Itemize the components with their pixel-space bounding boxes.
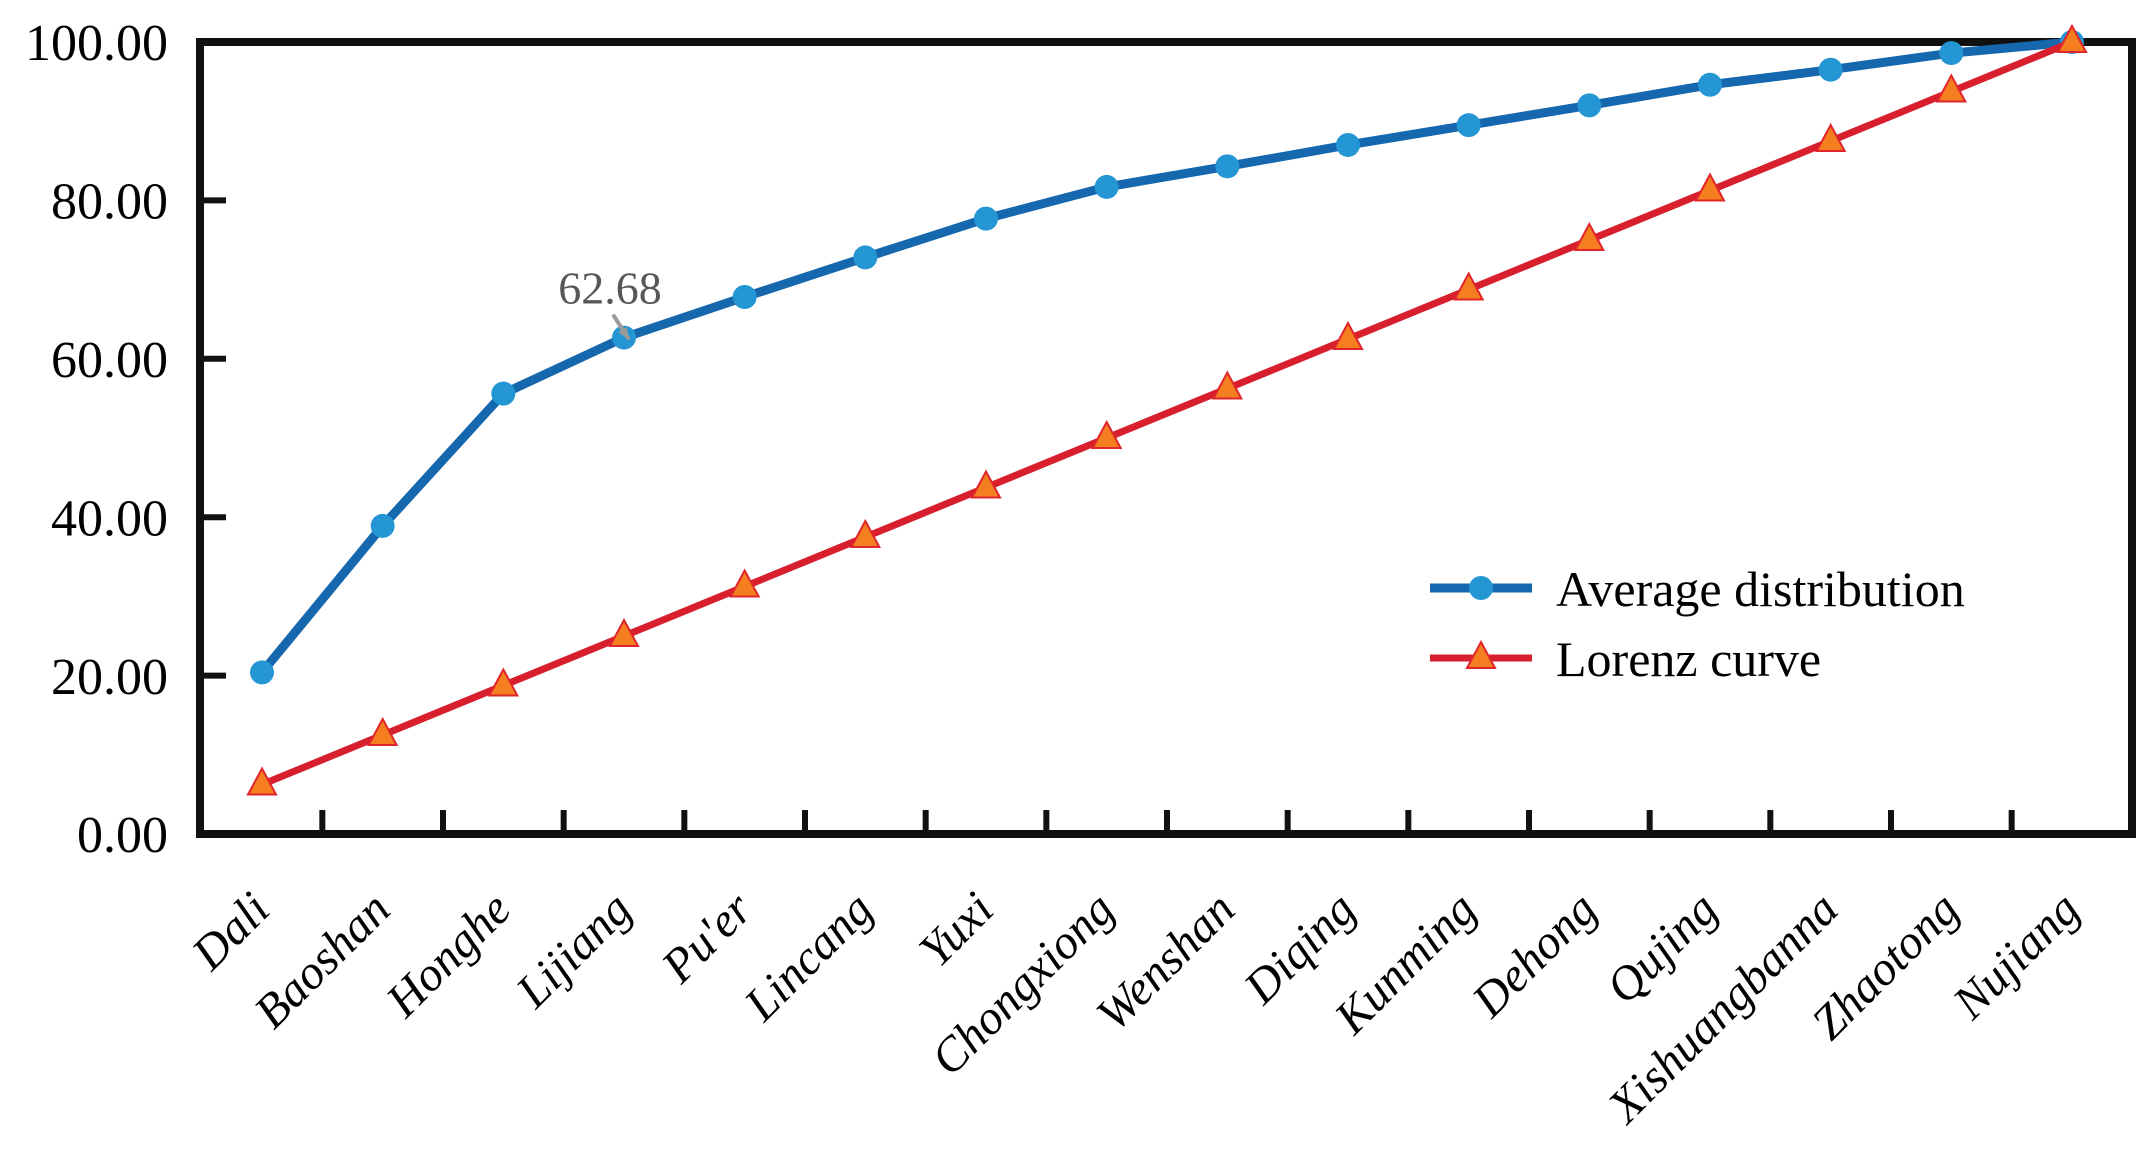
data-point-marker-nujiang xyxy=(2056,23,2088,53)
legend-triangle-icon xyxy=(1465,639,1497,669)
y-axis-tick-label: 0.00 xyxy=(77,807,168,864)
data-point-marker-kunming xyxy=(1456,113,1481,138)
data-point-marker-zhaotong xyxy=(1935,73,1968,103)
data-point-marker-pu-er xyxy=(728,568,761,598)
data-point-marker-qujing xyxy=(1698,72,1722,97)
data-point-marker-diqing xyxy=(1332,320,1364,350)
data-point-marker-lincang xyxy=(853,245,878,270)
y-axis-tick-label: 20.00 xyxy=(51,649,168,706)
series-lorenz-curve xyxy=(246,23,2088,796)
y-axis: 0.00 20.00 40.00 60.00 80.00 100.00 xyxy=(25,15,226,864)
data-point-marker-chongxiong xyxy=(1090,419,1123,449)
data-point-marker-xishuangbanna xyxy=(1814,122,1847,152)
data-point-marker-chongxiong xyxy=(1094,174,1119,199)
data-point-marker-lincang xyxy=(849,518,882,548)
data-point-marker-baoshan xyxy=(370,513,395,538)
series-line-lorenz-curve xyxy=(260,38,2074,788)
data-point-marker-yuxi xyxy=(970,469,1002,499)
data-point-marker-wenshan xyxy=(1215,154,1240,179)
data-point-marker-dali xyxy=(246,766,278,796)
y-axis-tick-label: 80.00 xyxy=(51,174,168,231)
data-point-marker-xishuangbanna xyxy=(1818,57,1843,82)
series-line-average-distribution xyxy=(258,37,2073,676)
data-point-marker-qujing xyxy=(1694,172,1726,202)
data-point-marker-wenshan xyxy=(1211,370,1244,400)
data-point-marker-dali xyxy=(250,660,274,685)
legend-item-average-distribution: Average distribution xyxy=(1430,561,1965,617)
data-point-marker-yuxi xyxy=(974,206,998,231)
data-point-marker-baoshan xyxy=(366,716,399,746)
data-point-marker-dehong xyxy=(1577,93,1602,118)
data-point-marker-lijiang xyxy=(608,617,640,647)
data-point-marker-honghe xyxy=(491,381,516,406)
y-axis-tick-label: 60.00 xyxy=(51,332,168,389)
data-point-marker-kunming xyxy=(1452,271,1485,301)
legend: Average distribution Lorenz curve xyxy=(1430,561,1965,687)
y-axis-tick-label: 40.00 xyxy=(51,490,168,547)
data-point-marker-pu-er xyxy=(732,285,757,310)
legend-label-average-distribution: Average distribution xyxy=(1556,561,1965,617)
annotation-arrowhead xyxy=(618,326,629,340)
y-axis-tick-label: 100.00 xyxy=(25,15,168,72)
legend-item-lorenz-curve: Lorenz curve xyxy=(1430,631,1821,687)
data-point-marker-honghe xyxy=(487,667,520,697)
data-point-marker-dehong xyxy=(1573,221,1606,251)
annotation-text: 62.68 xyxy=(558,263,662,314)
legend-circle-icon xyxy=(1469,576,1493,600)
series-average-distribution xyxy=(250,30,2084,685)
data-point-marker-diqing xyxy=(1336,132,1360,157)
data-point-marker-zhaotong xyxy=(1939,41,1964,66)
data-point-marker-lijiang xyxy=(612,325,636,350)
annotation-62-68: 62.68 xyxy=(558,263,662,341)
legend-label-lorenz-curve: Lorenz curve xyxy=(1556,631,1821,687)
